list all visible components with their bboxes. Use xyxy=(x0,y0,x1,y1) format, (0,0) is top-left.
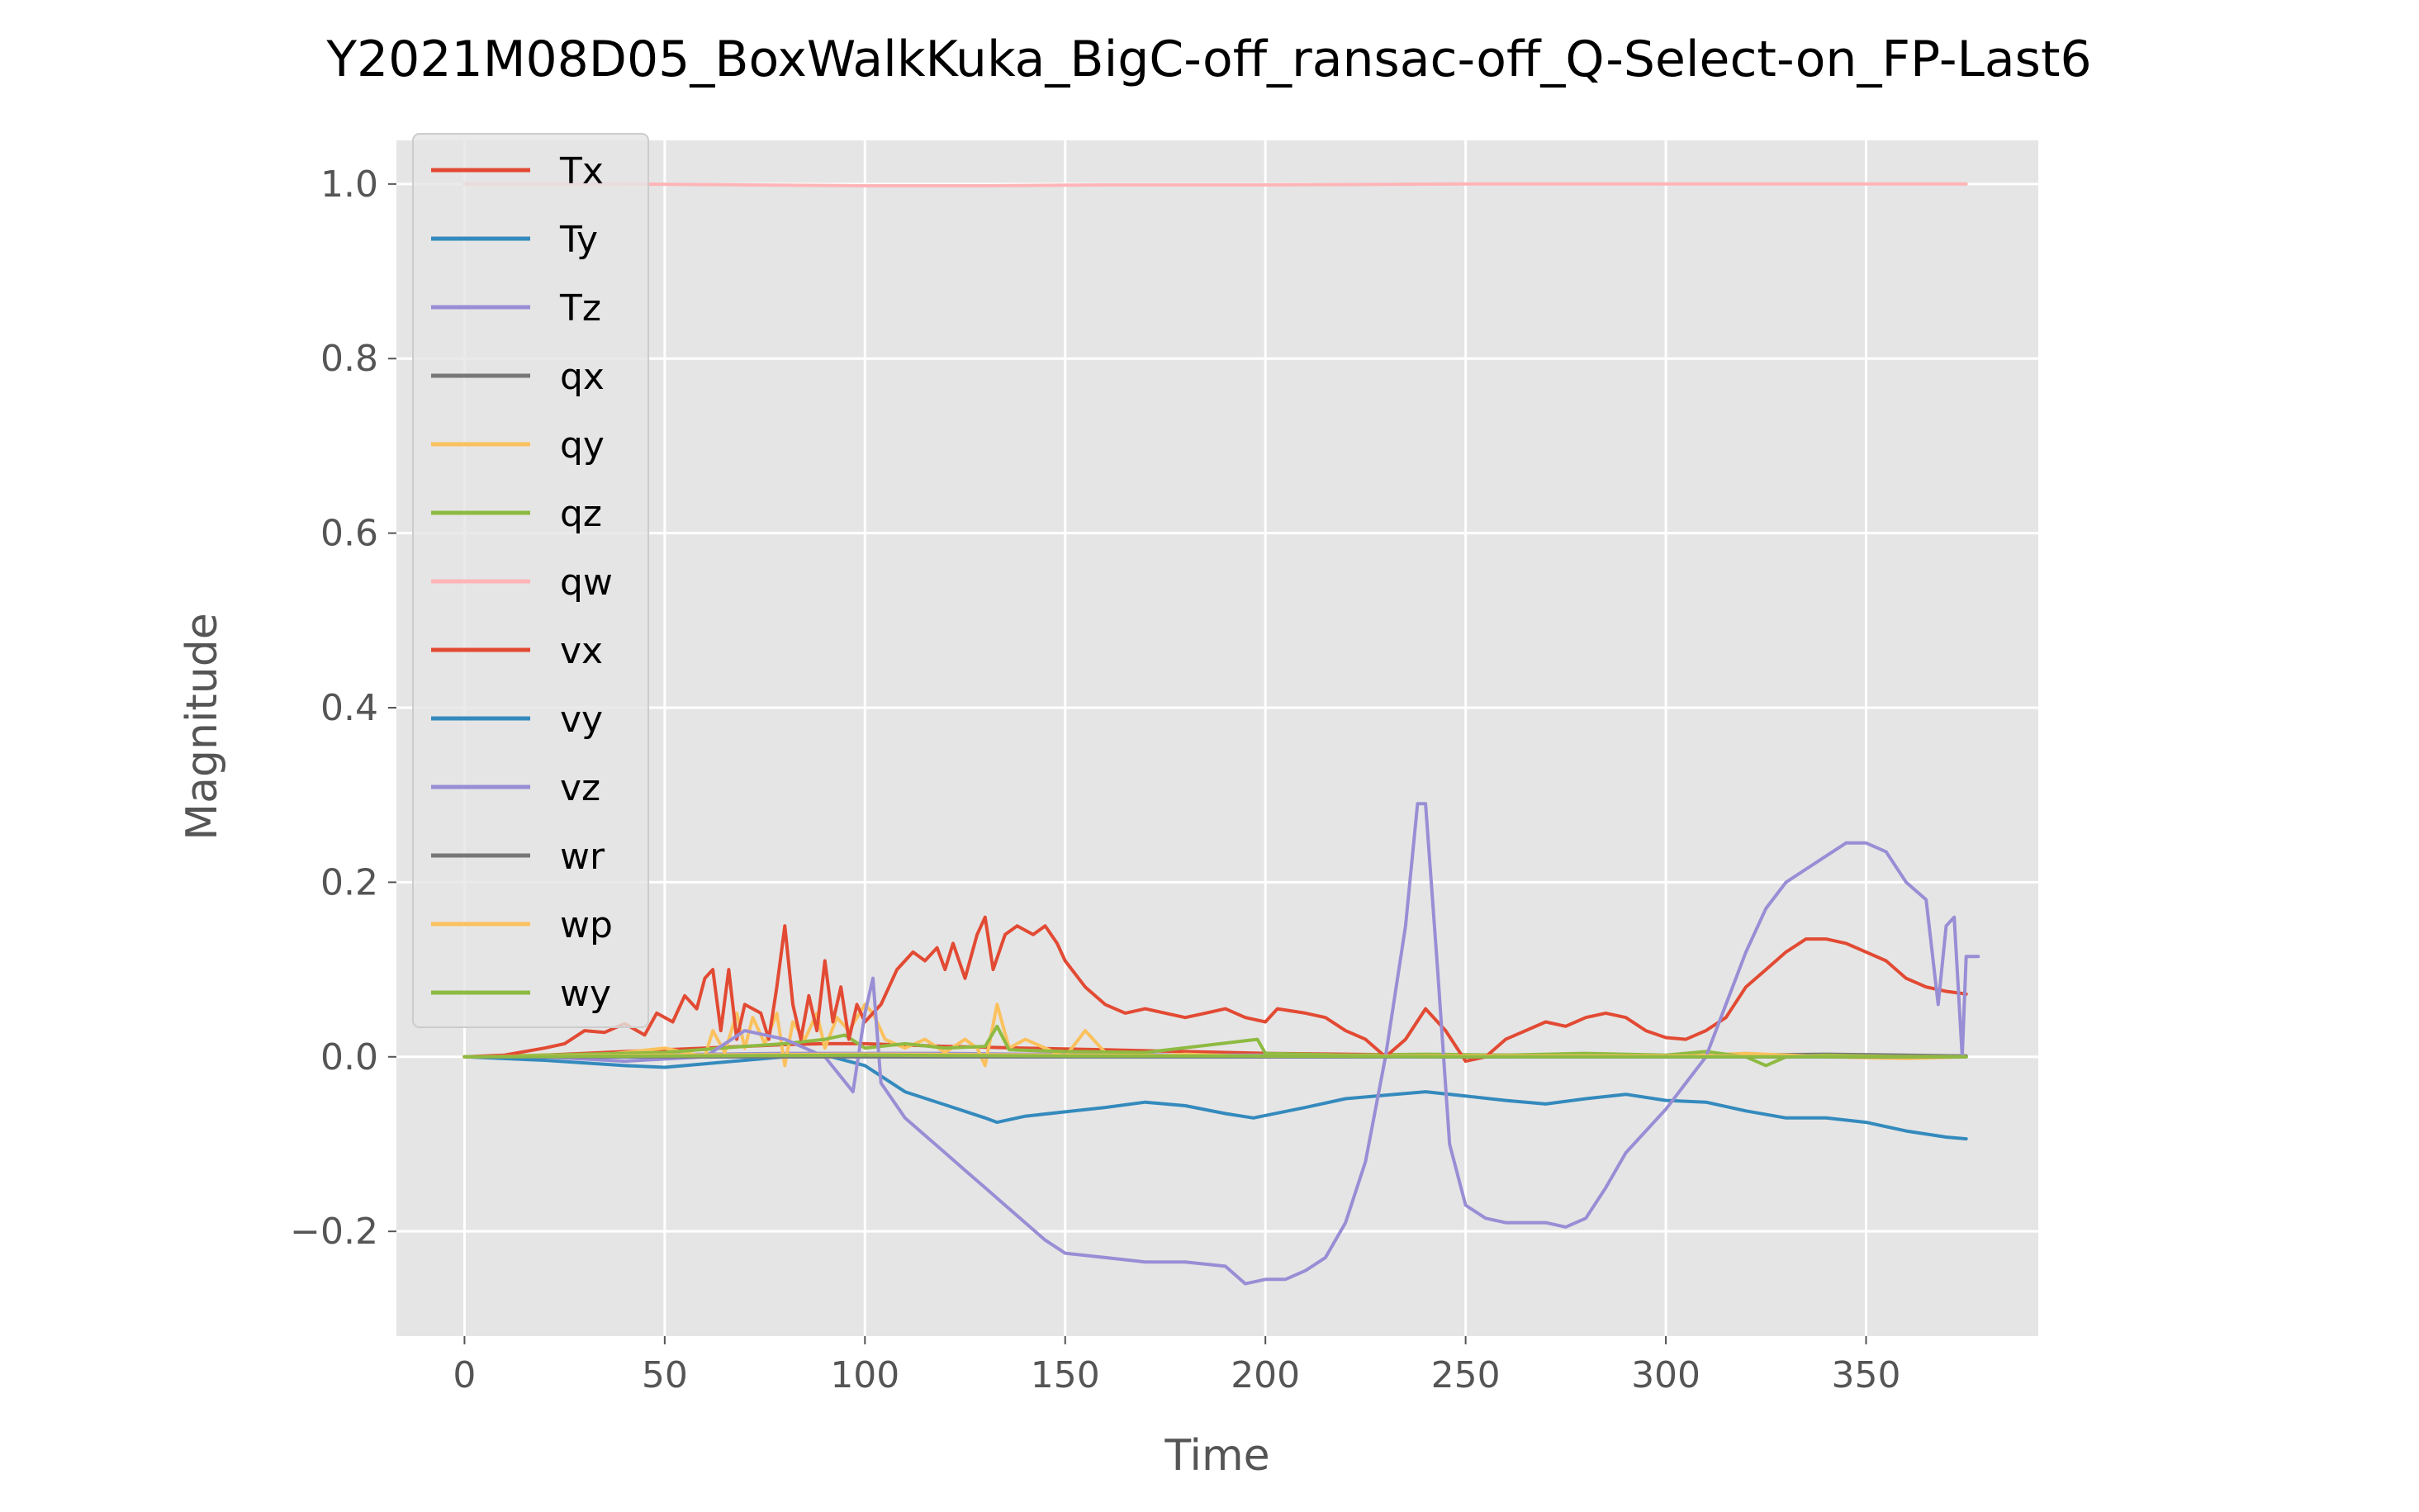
y-axis-ticks: −0.2 0.0 0.2 0.4 0.6 0.8 1.0 xyxy=(290,164,396,1253)
legend-label-qw: qw xyxy=(560,562,613,604)
legend-label-Tx: Tx xyxy=(559,150,604,192)
legend-label-vx: vx xyxy=(560,630,603,672)
y-tick-label: 0.4 xyxy=(320,687,378,729)
y-axis-label: Magnitude xyxy=(178,613,227,841)
y-tick-label: 1.0 xyxy=(320,164,378,206)
legend-label-vz: vz xyxy=(560,767,600,809)
legend-label-qz: qz xyxy=(560,493,602,535)
x-tick-label: 0 xyxy=(453,1354,476,1396)
series-line-vx xyxy=(462,915,1968,1064)
x-tick-label: 350 xyxy=(1832,1354,1901,1396)
series-line-qz xyxy=(462,1024,1968,1068)
legend-label-wr: wr xyxy=(560,836,605,878)
y-tick-label: 0.0 xyxy=(320,1036,378,1078)
x-tick-label: 200 xyxy=(1231,1354,1300,1396)
y-tick-label: 0.6 xyxy=(320,513,378,555)
x-axis-ticks: 0 50 100 150 200 250 300 350 xyxy=(453,1336,1900,1396)
series-line-qw xyxy=(462,182,1968,187)
legend-label-Tz: Tz xyxy=(559,287,601,329)
y-tick-label: 0.8 xyxy=(320,338,378,380)
legend-label-vy: vy xyxy=(560,699,603,741)
legend: Tx Ty Tz qx qy qz qw vx vy vz wr wp wy xyxy=(412,133,649,1028)
series-line-vz xyxy=(462,802,1980,1286)
series-lines xyxy=(462,182,1980,1286)
legend-label-qx: qx xyxy=(560,356,605,398)
x-axis-label: Time xyxy=(1164,1431,1269,1481)
x-tick-label: 300 xyxy=(1631,1354,1700,1396)
y-tick-label: −0.2 xyxy=(290,1211,378,1253)
x-tick-label: 100 xyxy=(830,1354,899,1396)
legend-label-Ty: Ty xyxy=(559,219,598,261)
legend-label-qy: qy xyxy=(560,424,605,467)
x-tick-label: 250 xyxy=(1431,1354,1501,1396)
plot-area xyxy=(396,140,2038,1336)
legend-box xyxy=(412,133,649,1028)
series-line-wy xyxy=(462,1053,1968,1059)
x-tick-label: 150 xyxy=(1031,1354,1100,1396)
legend-label-wy: wy xyxy=(560,973,611,1015)
y-tick-label: 0.2 xyxy=(320,861,378,903)
chart-title: Y2021M08D05_BoxWalkKuka_BigC-off_ransac-… xyxy=(325,31,2091,88)
x-tick-label: 50 xyxy=(642,1354,688,1396)
legend-label-wp: wp xyxy=(560,904,613,946)
